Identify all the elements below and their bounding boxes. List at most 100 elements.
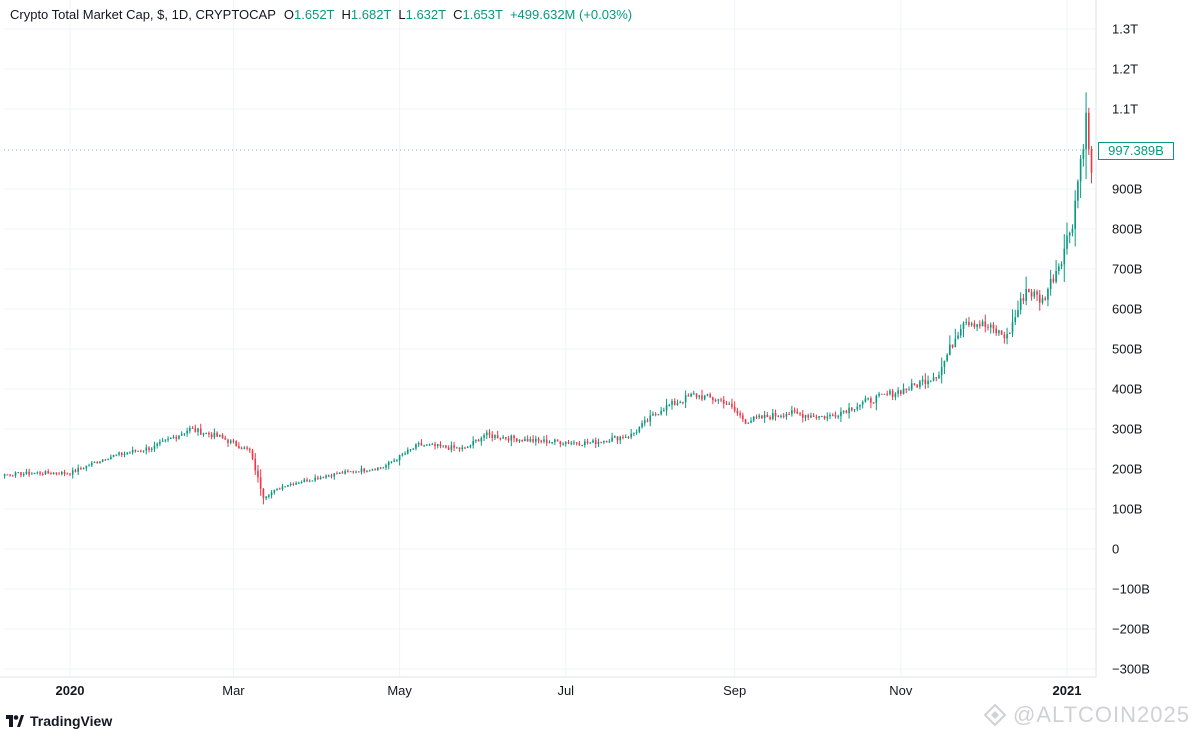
candle-body [347, 470, 349, 472]
candle-body [837, 416, 839, 418]
candle-body [240, 448, 243, 450]
candle-body [761, 415, 763, 419]
candle-body [853, 409, 856, 411]
candle-body [954, 338, 957, 348]
diamond-logo-icon [983, 703, 1007, 727]
candle-body [935, 377, 938, 379]
candle-body [872, 402, 875, 404]
candle-body [458, 447, 461, 450]
candle-body [199, 428, 202, 435]
candle-body [703, 395, 706, 400]
candle-body [908, 389, 910, 391]
candle-body [1079, 158, 1082, 182]
candle-body [61, 471, 63, 475]
x-tick-label: Mar [222, 683, 245, 698]
candle-body [251, 450, 254, 459]
candle-body [1071, 228, 1074, 233]
candle-body [526, 438, 529, 442]
candle-body [984, 321, 987, 327]
high-key: H [341, 7, 351, 22]
candle-body [238, 445, 240, 449]
candle-body [191, 427, 194, 429]
candle-body [1011, 321, 1014, 333]
candle-body [586, 441, 589, 444]
candle-body [861, 401, 864, 405]
y-tick-label: −300B [1112, 662, 1150, 677]
candle-body [1052, 278, 1055, 282]
candle-body [515, 438, 518, 442]
candle-body [232, 440, 235, 442]
watermark: @ALTCOIN2025 [983, 702, 1190, 728]
low-key: L [398, 7, 406, 22]
candle-body [1033, 291, 1036, 297]
candle-body [439, 444, 442, 447]
candle-body [502, 437, 504, 439]
candle-body [564, 442, 567, 444]
candle-body [317, 477, 319, 479]
candle-body [510, 435, 513, 441]
candle-body [951, 344, 954, 348]
candle-body [603, 440, 605, 443]
candle-body [461, 447, 464, 450]
candle-body [507, 438, 510, 441]
candle-body [450, 445, 453, 450]
candle-body [722, 399, 725, 404]
candle-body [744, 419, 747, 424]
candle-body [810, 415, 812, 418]
candle-body [976, 324, 978, 327]
candle-body [927, 380, 929, 385]
candle-body [25, 471, 28, 474]
candle-body [665, 405, 668, 411]
candle-body [924, 379, 927, 385]
candle-body [698, 395, 701, 398]
y-tick-label: 900B [1112, 182, 1142, 197]
candle-body [262, 488, 265, 499]
candle-body [436, 444, 439, 447]
candle-body [690, 393, 692, 397]
candle-body [823, 416, 826, 419]
candle-body [1068, 232, 1071, 236]
candle-body [202, 433, 205, 435]
y-tick-label: −200B [1112, 622, 1150, 637]
candle-body [131, 450, 134, 453]
candle-body [265, 496, 267, 499]
candle-body [338, 472, 341, 474]
candle-body [417, 442, 420, 445]
candle-body [101, 459, 104, 462]
candle-body [1087, 112, 1090, 150]
candle-body [352, 471, 355, 473]
candle-body [940, 367, 943, 376]
candle-body [164, 439, 167, 441]
open-value: 1.652T [294, 7, 335, 22]
candle-body [529, 439, 532, 442]
candle-body [322, 477, 325, 479]
candle-body [684, 395, 687, 403]
candle-body [488, 432, 491, 435]
candle-body [308, 480, 311, 482]
candle-body [821, 416, 823, 418]
candle-body [167, 438, 169, 440]
candle-body [355, 471, 357, 473]
candle-body [785, 414, 788, 417]
candle-body [878, 393, 880, 396]
candle-body [619, 436, 622, 441]
candle-body [570, 442, 573, 444]
candle-body [159, 441, 161, 444]
candle-body [137, 450, 139, 452]
candle-body [115, 454, 118, 456]
y-tick-label: 500B [1112, 342, 1142, 357]
candle-body [284, 486, 287, 488]
y-tick-label: 1.3T [1112, 22, 1138, 37]
candle-body [1022, 298, 1025, 301]
candle-body [848, 407, 850, 413]
candle-body [1003, 334, 1006, 339]
candle-body [777, 416, 780, 418]
candle-body [834, 414, 837, 417]
high-value: 1.682T [350, 7, 392, 22]
candle-body [172, 437, 175, 439]
tradingview-logo[interactable]: TradingView [6, 713, 112, 729]
candle-body [573, 442, 575, 444]
candle-body [1058, 266, 1060, 272]
